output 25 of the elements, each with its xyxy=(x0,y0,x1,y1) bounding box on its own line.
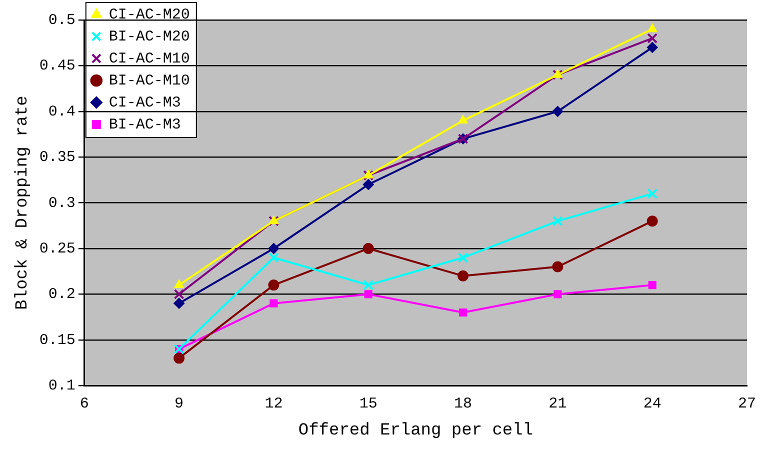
x-tick-label: 27 xyxy=(738,396,756,413)
y-tick-label: 0.5 xyxy=(48,12,76,29)
y-tick-label: 0.1 xyxy=(48,378,76,395)
y-tick-label: 0.25 xyxy=(39,240,76,258)
x-axis-title: Offered Erlang per cell xyxy=(298,421,534,440)
y-tick-label: 0.3 xyxy=(48,194,76,212)
legend-label: BI-AC-M20 xyxy=(108,28,190,46)
y-tick-label: 0.15 xyxy=(39,332,76,349)
x-tick-label: 24 xyxy=(643,396,662,413)
x-tick-label: 15 xyxy=(359,396,378,413)
legend-label: CI-AC-M10 xyxy=(108,50,190,68)
legend-label: BI-AC-M3 xyxy=(108,116,181,134)
y-tick-label: 0.45 xyxy=(39,58,76,75)
y-tick-label: 0.35 xyxy=(39,149,76,166)
y-tick-label: 0.2 xyxy=(48,286,76,304)
legend-label: CI-AC-M20 xyxy=(108,6,190,24)
legend-label: CI-AC-M3 xyxy=(108,94,181,112)
x-tick-label: 12 xyxy=(264,396,283,413)
y-axis-title: Block & Dropping rate xyxy=(14,96,33,310)
x-tick-label: 6 xyxy=(80,396,89,413)
x-tick-label: 21 xyxy=(548,396,567,413)
x-tick-label: 9 xyxy=(174,396,184,413)
legend-label: BI-AC-M10 xyxy=(108,72,190,90)
y-tick-label: 0.4 xyxy=(48,103,76,120)
x-tick-label: 18 xyxy=(454,396,472,413)
